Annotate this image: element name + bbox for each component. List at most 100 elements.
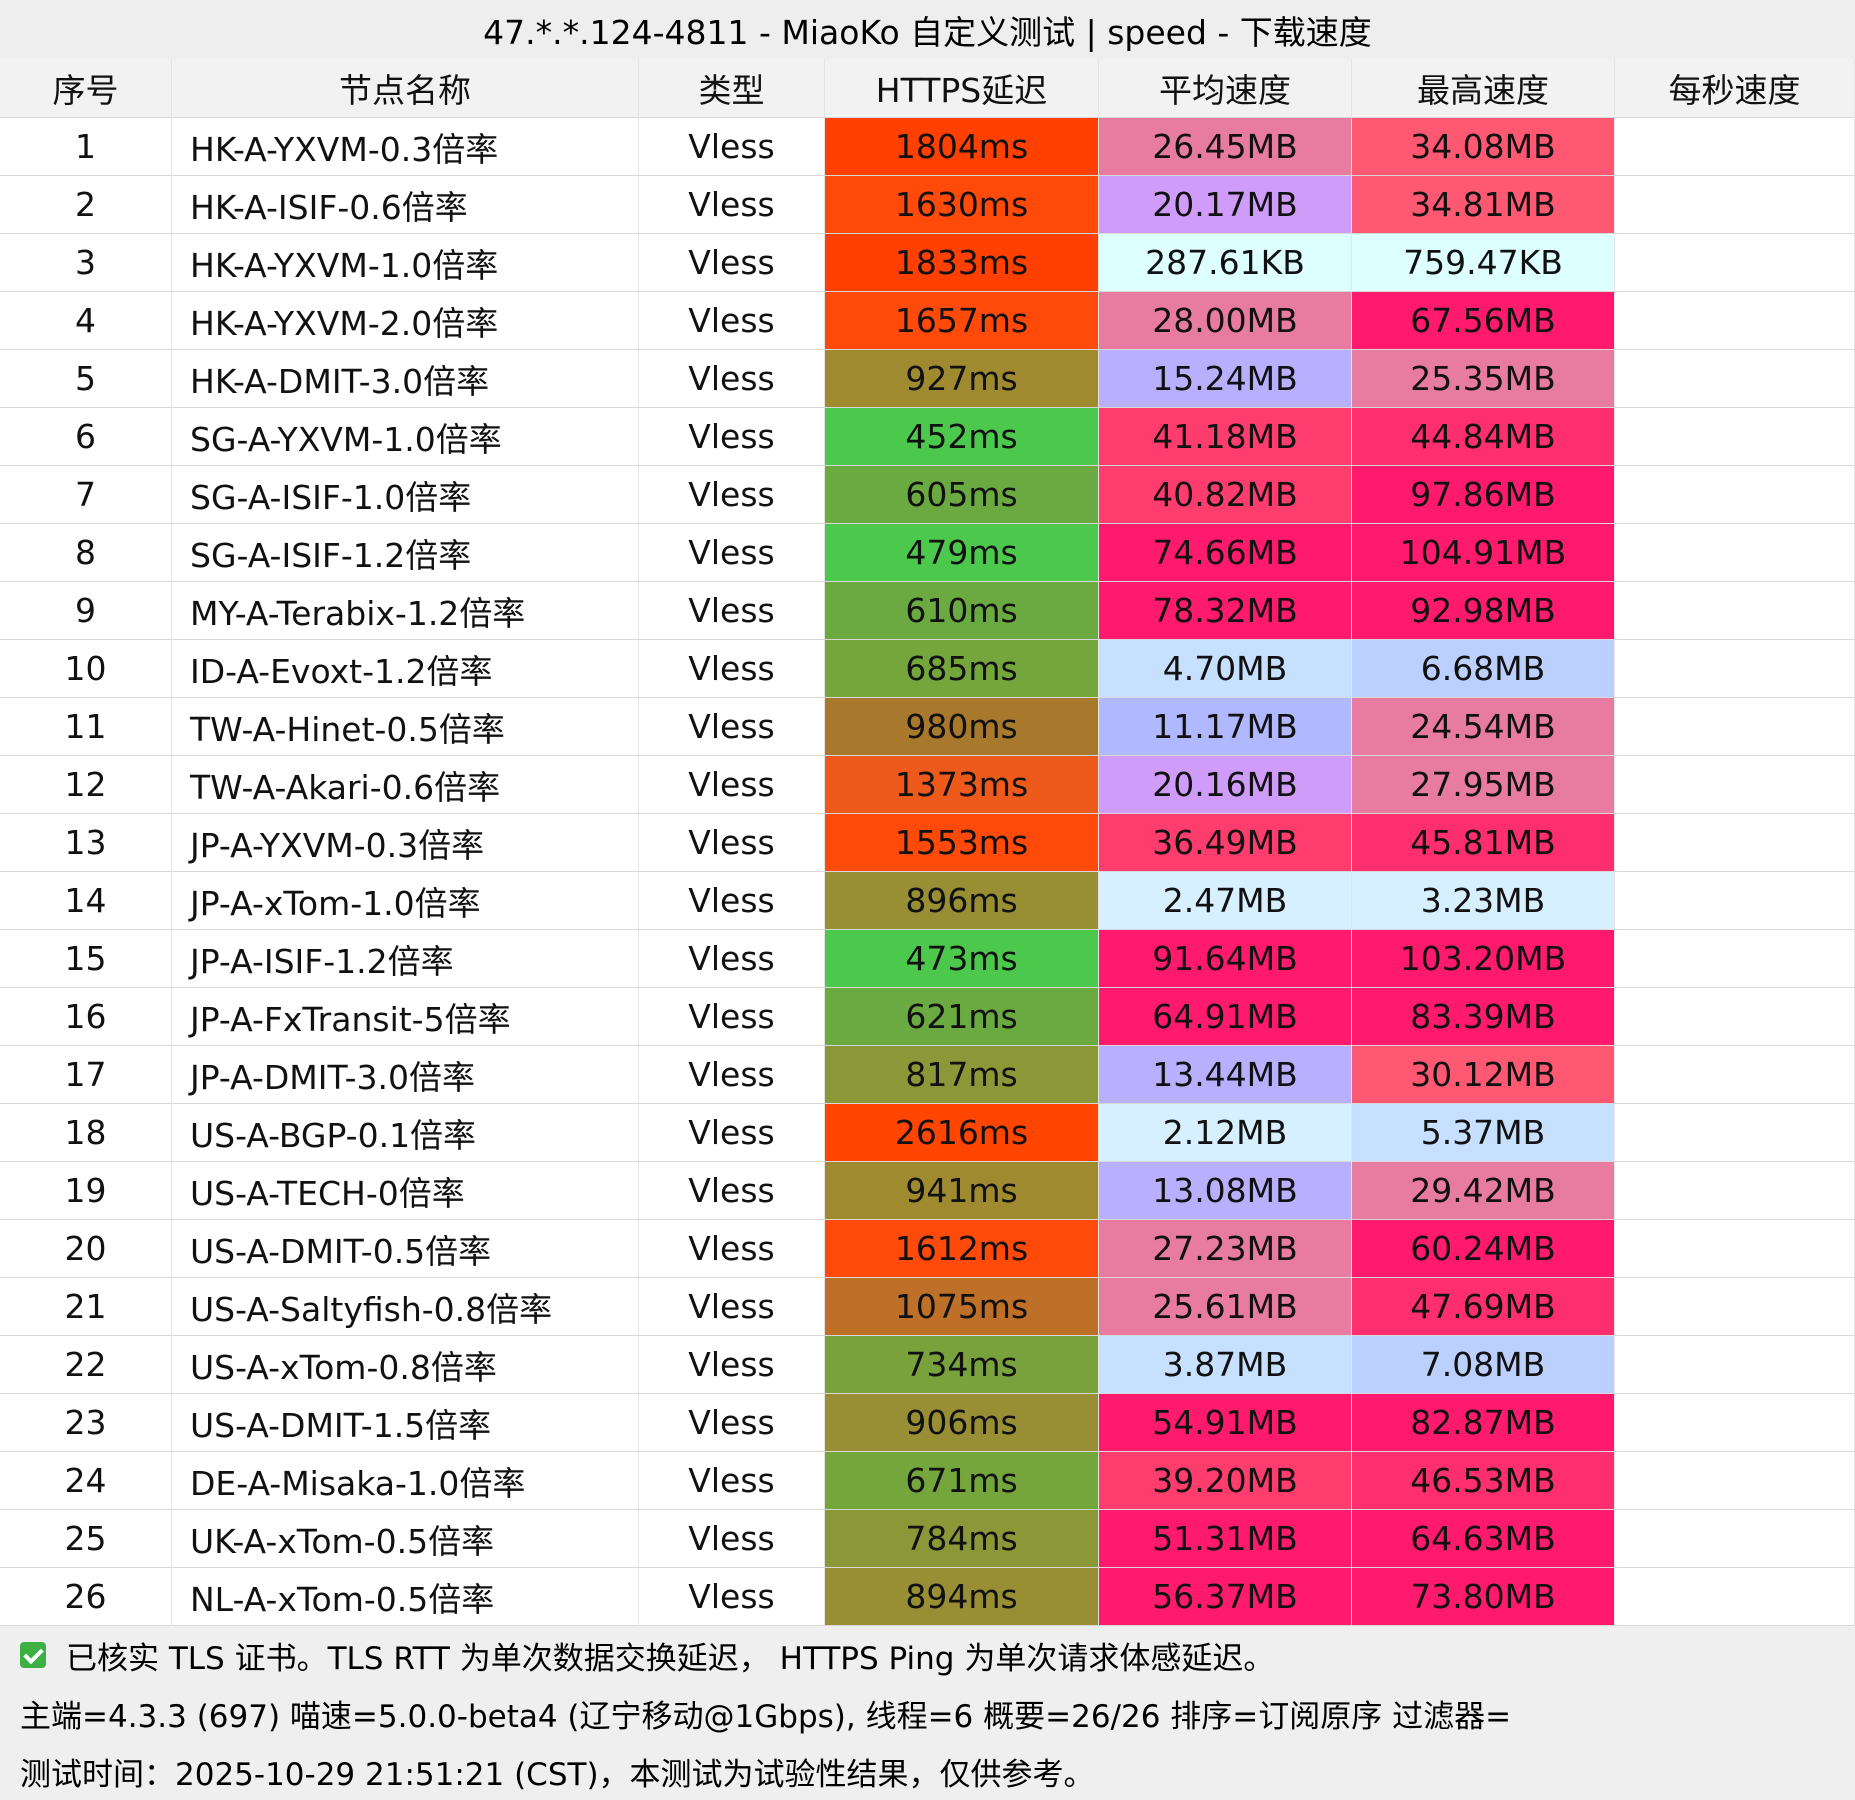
speed-sparkline — [1615, 408, 1855, 466]
max-speed: 60.24MB — [1352, 1220, 1615, 1278]
latency: 1373ms — [825, 756, 1099, 814]
speed-sparkline — [1615, 1510, 1855, 1568]
latency: 610ms — [825, 582, 1099, 640]
avg-speed: 11.17MB — [1099, 698, 1352, 756]
row-number: 16 — [0, 988, 172, 1046]
column-header: 序号 — [0, 59, 172, 118]
speed-sparkline — [1615, 1220, 1855, 1278]
node-name: JP-A-xTom-1.0倍率 — [172, 872, 639, 930]
node-name: TW-A-Hinet-0.5倍率 — [172, 698, 639, 756]
latency: 927ms — [825, 350, 1099, 408]
row-number: 19 — [0, 1162, 172, 1220]
speed-sparkline — [1615, 1452, 1855, 1510]
node-name: US-A-DMIT-1.5倍率 — [172, 1394, 639, 1452]
avg-speed: 41.18MB — [1099, 408, 1352, 466]
max-speed: 103.20MB — [1352, 930, 1615, 988]
footer-line: 主端=4.3.3 (697) 喵速=5.0.0-beta4 (辽宁移动@1Gbp… — [0, 1684, 1855, 1742]
speed-sparkline — [1615, 814, 1855, 872]
max-speed: 44.84MB — [1352, 408, 1615, 466]
avg-speed: 13.44MB — [1099, 1046, 1352, 1104]
footer-text: 测试时间：2025-10-29 21:51:21 (CST)，本测试为试验性结果… — [20, 1756, 1095, 1793]
latency: 479ms — [825, 524, 1099, 582]
node-name: HK-A-YXVM-2.0倍率 — [172, 292, 639, 350]
avg-speed: 36.49MB — [1099, 814, 1352, 872]
max-speed: 27.95MB — [1352, 756, 1615, 814]
latency: 817ms — [825, 1046, 1099, 1104]
avg-speed: 54.91MB — [1099, 1394, 1352, 1452]
max-speed: 46.53MB — [1352, 1452, 1615, 1510]
node-name: MY-A-Terabix-1.2倍率 — [172, 582, 639, 640]
avg-speed: 20.16MB — [1099, 756, 1352, 814]
row-number: 2 — [0, 176, 172, 234]
row-number: 3 — [0, 234, 172, 292]
max-speed: 759.47KB — [1352, 234, 1615, 292]
latency: 1553ms — [825, 814, 1099, 872]
row-number: 20 — [0, 1220, 172, 1278]
avg-speed: 40.82MB — [1099, 466, 1352, 524]
node-type: Vless — [639, 1162, 825, 1220]
row-number: 7 — [0, 466, 172, 524]
node-type: Vless — [639, 814, 825, 872]
node-name: HK-A-YXVM-1.0倍率 — [172, 234, 639, 292]
latency: 734ms — [825, 1336, 1099, 1394]
node-type: Vless — [639, 1336, 825, 1394]
speed-sparkline — [1615, 466, 1855, 524]
avg-speed: 3.87MB — [1099, 1336, 1352, 1394]
speed-sparkline — [1615, 930, 1855, 988]
speed-sparkline — [1615, 698, 1855, 756]
node-type: Vless — [639, 350, 825, 408]
latency: 1804ms — [825, 118, 1099, 176]
speed-sparkline — [1615, 640, 1855, 698]
footer-line: 已核实 TLS 证书。TLS RTT 为单次数据交换延迟， HTTPS Ping… — [0, 1626, 1855, 1684]
column-header: 节点名称 — [172, 59, 639, 118]
speed-sparkline — [1615, 872, 1855, 930]
avg-speed: 39.20MB — [1099, 1452, 1352, 1510]
title: 47.*.*.124-4811 - MiaoKo 自定义测试 | speed -… — [0, 0, 1855, 60]
speed-sparkline — [1615, 1162, 1855, 1220]
node-type: Vless — [639, 524, 825, 582]
node-name: JP-A-ISIF-1.2倍率 — [172, 930, 639, 988]
avg-speed: 28.00MB — [1099, 292, 1352, 350]
row-number: 8 — [0, 524, 172, 582]
latency: 1833ms — [825, 234, 1099, 292]
node-type: Vless — [639, 466, 825, 524]
node-type: Vless — [639, 1452, 825, 1510]
latency: 1657ms — [825, 292, 1099, 350]
speed-sparkline — [1615, 118, 1855, 176]
avg-speed: 287.61KB — [1099, 234, 1352, 292]
speed-sparkline — [1615, 1394, 1855, 1452]
node-type: Vless — [639, 292, 825, 350]
avg-speed: 2.12MB — [1099, 1104, 1352, 1162]
speed-sparkline — [1615, 756, 1855, 814]
max-speed: 30.12MB — [1352, 1046, 1615, 1104]
node-name: SG-A-YXVM-1.0倍率 — [172, 408, 639, 466]
speed-sparkline — [1615, 988, 1855, 1046]
avg-speed: 91.64MB — [1099, 930, 1352, 988]
node-name: NL-A-xTom-0.5倍率 — [172, 1568, 639, 1626]
node-name: TW-A-Akari-0.6倍率 — [172, 756, 639, 814]
speed-sparkline — [1615, 524, 1855, 582]
node-name: HK-A-ISIF-0.6倍率 — [172, 176, 639, 234]
node-name: DE-A-Misaka-1.0倍率 — [172, 1452, 639, 1510]
node-type: Vless — [639, 872, 825, 930]
max-speed: 24.54MB — [1352, 698, 1615, 756]
node-name: US-A-xTom-0.8倍率 — [172, 1336, 639, 1394]
row-number: 6 — [0, 408, 172, 466]
row-number: 18 — [0, 1104, 172, 1162]
latency: 452ms — [825, 408, 1099, 466]
speed-sparkline — [1615, 176, 1855, 234]
speed-sparkline — [1615, 1278, 1855, 1336]
latency: 980ms — [825, 698, 1099, 756]
row-number: 22 — [0, 1336, 172, 1394]
node-type: Vless — [639, 582, 825, 640]
latency: 1630ms — [825, 176, 1099, 234]
column-header: 最高速度 — [1352, 59, 1615, 118]
node-type: Vless — [639, 1394, 825, 1452]
latency: 671ms — [825, 1452, 1099, 1510]
row-number: 9 — [0, 582, 172, 640]
avg-speed: 25.61MB — [1099, 1278, 1352, 1336]
max-speed: 3.23MB — [1352, 872, 1615, 930]
latency: 784ms — [825, 1510, 1099, 1568]
latency: 621ms — [825, 988, 1099, 1046]
